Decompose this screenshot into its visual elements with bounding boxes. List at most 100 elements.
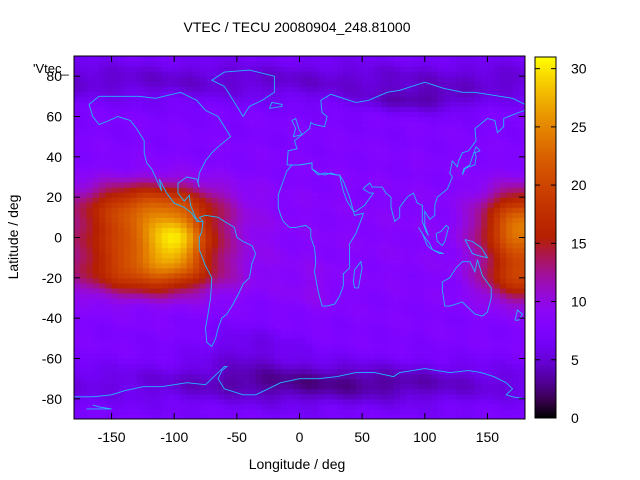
heat-cell xyxy=(449,136,457,143)
heat-cell xyxy=(161,141,169,148)
heat-cell xyxy=(481,116,489,123)
heat-cell xyxy=(80,192,88,198)
heat-cell xyxy=(86,96,94,102)
heat-cell xyxy=(399,308,407,314)
heat-cell xyxy=(493,287,501,294)
heat-cell xyxy=(487,141,495,148)
heat-cell xyxy=(111,277,119,284)
heat-cell xyxy=(155,217,163,223)
heat-cell xyxy=(92,282,100,289)
heat-cell xyxy=(437,237,445,244)
heat-cell xyxy=(268,177,276,183)
heat-cell xyxy=(437,257,445,264)
heat-cell xyxy=(80,318,88,324)
heat-cell xyxy=(99,156,106,163)
heat-cell xyxy=(499,292,507,299)
heat-cell xyxy=(337,318,344,324)
heat-cell xyxy=(274,282,282,289)
heat-cell xyxy=(299,71,307,77)
heat-cell xyxy=(268,156,276,163)
heat-cell xyxy=(149,353,157,360)
heat-cell xyxy=(418,101,426,108)
heat-cell xyxy=(324,368,332,375)
heat-cell xyxy=(155,257,163,264)
heat-cell xyxy=(92,192,100,198)
heat-cell xyxy=(424,303,432,309)
heat-cell xyxy=(387,277,395,284)
heat-cell xyxy=(174,393,182,400)
heat-cell xyxy=(255,308,263,314)
heat-cell xyxy=(418,96,426,102)
heat-cell xyxy=(493,262,501,269)
heat-cell xyxy=(193,76,200,82)
heat-cell xyxy=(443,177,451,183)
heat-cell xyxy=(293,403,301,410)
heat-cell xyxy=(318,212,326,218)
heat-cell xyxy=(330,298,338,304)
heat-cell xyxy=(117,192,125,198)
heat-cell xyxy=(255,202,263,208)
heat-cell xyxy=(186,71,194,77)
heat-cell xyxy=(468,333,476,339)
heat-cell xyxy=(268,252,276,259)
heat-cell xyxy=(418,222,426,229)
heat-cell xyxy=(449,242,457,249)
heat-cell xyxy=(280,398,288,405)
heat-cell xyxy=(318,166,326,173)
heat-cell xyxy=(155,282,163,289)
heat-cell xyxy=(362,323,369,329)
heat-cell xyxy=(174,106,182,113)
heat-cell xyxy=(142,277,150,284)
heat-cell xyxy=(105,146,113,153)
heat-cell xyxy=(380,126,388,133)
heat-cell xyxy=(506,308,514,314)
heat-cell xyxy=(493,151,501,158)
heat-cell xyxy=(161,111,169,118)
heat-cell xyxy=(362,298,369,304)
heat-cell xyxy=(130,343,138,350)
heat-cell xyxy=(186,262,194,269)
heat-cell xyxy=(293,393,301,400)
heat-cell xyxy=(368,66,376,72)
heat-cell xyxy=(130,161,138,168)
heat-cell xyxy=(493,222,501,229)
heat-cell xyxy=(468,91,476,97)
heat-cell xyxy=(399,111,407,118)
heat-cell xyxy=(437,131,445,138)
heat-cell xyxy=(362,413,369,419)
heat-cell xyxy=(174,66,182,72)
heat-cell xyxy=(374,151,382,158)
heat-cell xyxy=(149,323,157,329)
heat-cell xyxy=(255,353,263,360)
heat-cell xyxy=(362,373,369,380)
heat-cell xyxy=(462,156,470,163)
heat-cell xyxy=(111,161,119,168)
heat-cell xyxy=(80,242,88,249)
heat-cell xyxy=(92,358,100,365)
heat-cell xyxy=(174,111,182,118)
heat-cell xyxy=(468,161,476,168)
heat-cell xyxy=(355,166,363,173)
heat-cell xyxy=(349,197,357,203)
heat-cell xyxy=(468,222,476,229)
heat-cell xyxy=(99,61,106,67)
heat-cell xyxy=(299,323,307,329)
heat-cell xyxy=(362,242,369,249)
heat-cell xyxy=(343,333,351,339)
heat-cell xyxy=(293,222,301,229)
heat-cell xyxy=(337,111,344,118)
heat-cell xyxy=(380,227,388,234)
heat-cell xyxy=(155,408,163,415)
heat-cell xyxy=(74,86,81,92)
heat-cell xyxy=(268,131,276,138)
heat-cell xyxy=(362,287,369,294)
heat-cell xyxy=(330,106,338,113)
heat-cell xyxy=(261,287,269,294)
heat-cell xyxy=(443,363,451,370)
heat-cell xyxy=(424,393,432,400)
heat-cell xyxy=(368,202,376,208)
heat-cell xyxy=(136,166,144,173)
heat-cell xyxy=(268,363,276,370)
heat-cell xyxy=(261,121,269,128)
heat-cell xyxy=(449,403,457,410)
